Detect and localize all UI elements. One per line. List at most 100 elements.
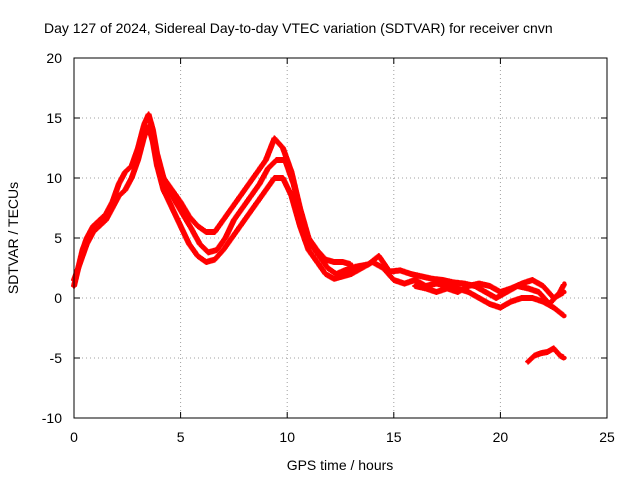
- data-point: [154, 157, 160, 163]
- data-point: [103, 217, 109, 223]
- data-point: [280, 145, 286, 151]
- data-point: [440, 277, 446, 283]
- data-point: [265, 166, 271, 171]
- y-tick-label: 0: [54, 290, 62, 306]
- data-point: [562, 289, 567, 295]
- data-point: [308, 241, 313, 247]
- y-tick-label: -10: [42, 410, 62, 426]
- x-tick-label: 0: [70, 429, 78, 445]
- data-point: [353, 264, 358, 269]
- data-point: [412, 283, 418, 289]
- data-point: [487, 283, 492, 289]
- data-point: [240, 205, 245, 211]
- series-track-e: [525, 345, 567, 365]
- data-point: [195, 223, 200, 229]
- data-point: [334, 271, 339, 277]
- data-point: [525, 359, 531, 364]
- data-point: [476, 295, 482, 301]
- data-point: [434, 289, 439, 295]
- data-point: [530, 277, 535, 283]
- data-point: [331, 276, 337, 281]
- data-point: [323, 271, 328, 277]
- data-point: [203, 229, 209, 235]
- series-track-d: [412, 277, 567, 301]
- data-point: [246, 211, 252, 217]
- data-point: [110, 205, 115, 211]
- data-point: [476, 281, 482, 286]
- data-point: [545, 349, 550, 355]
- data-point: [146, 124, 151, 129]
- data-point: [397, 268, 403, 273]
- data-point: [391, 277, 396, 283]
- data-point: [255, 169, 260, 175]
- data-point: [122, 187, 128, 193]
- data-point: [197, 241, 202, 247]
- data-point: [246, 181, 252, 187]
- data-point: [212, 257, 217, 262]
- y-tick-label: 10: [46, 170, 62, 186]
- data-point: [142, 121, 147, 127]
- data-point: [263, 157, 269, 163]
- data-point: [493, 295, 499, 301]
- data-point: [547, 301, 552, 307]
- data-point: [212, 229, 217, 235]
- data-point: [387, 269, 392, 274]
- data-point: [530, 295, 535, 301]
- x-tick-label: 5: [177, 429, 185, 445]
- data-point: [148, 127, 153, 133]
- data-point: [562, 355, 567, 361]
- data-point: [257, 181, 262, 187]
- data-point: [538, 351, 544, 356]
- data-point: [255, 199, 260, 205]
- data-point: [195, 253, 200, 259]
- data-point: [280, 175, 286, 181]
- data-point: [466, 283, 471, 289]
- data-point: [231, 217, 237, 223]
- data-point: [366, 262, 371, 267]
- data-point: [551, 346, 556, 351]
- data-point: [291, 181, 296, 187]
- data-point: [532, 353, 537, 358]
- data-point: [289, 193, 294, 199]
- data-point: [186, 241, 192, 247]
- series-track-c: [147, 127, 567, 307]
- x-tick-label: 25: [599, 429, 615, 445]
- data-point: [340, 274, 345, 279]
- data-point: [412, 277, 418, 283]
- data-point: [536, 289, 541, 295]
- data-point: [451, 280, 456, 285]
- data-point: [487, 301, 492, 307]
- data-point: [135, 157, 141, 163]
- data-point: [444, 286, 450, 291]
- data-point: [340, 259, 345, 265]
- data-point: [84, 241, 89, 247]
- data-point: [238, 193, 243, 199]
- data-point: [223, 235, 228, 241]
- data-point: [408, 271, 414, 277]
- x-tick-label: 10: [279, 429, 295, 445]
- plot-data: [71, 111, 567, 365]
- data-point: [282, 157, 288, 163]
- data-point: [562, 313, 567, 319]
- chart-title: Day 127 of 2024, Sidereal Day-to-day VTE…: [44, 20, 553, 36]
- data-point: [142, 133, 147, 139]
- data-point: [178, 223, 183, 229]
- data-point: [272, 136, 277, 141]
- data-point: [402, 281, 407, 286]
- data-point: [163, 181, 168, 187]
- x-tick-label: 15: [386, 429, 402, 445]
- data-point: [508, 299, 514, 304]
- data-point: [325, 265, 330, 271]
- data-point: [376, 253, 382, 259]
- data-point: [189, 226, 194, 231]
- data-point: [519, 281, 524, 286]
- data-point: [172, 197, 177, 202]
- data-point: [206, 250, 211, 255]
- data-point: [331, 259, 337, 265]
- data-point: [540, 283, 546, 289]
- data-point: [562, 281, 567, 286]
- x-tick-label: 20: [493, 429, 509, 445]
- axis-ticks: [73, 57, 608, 419]
- data-point: [203, 259, 209, 265]
